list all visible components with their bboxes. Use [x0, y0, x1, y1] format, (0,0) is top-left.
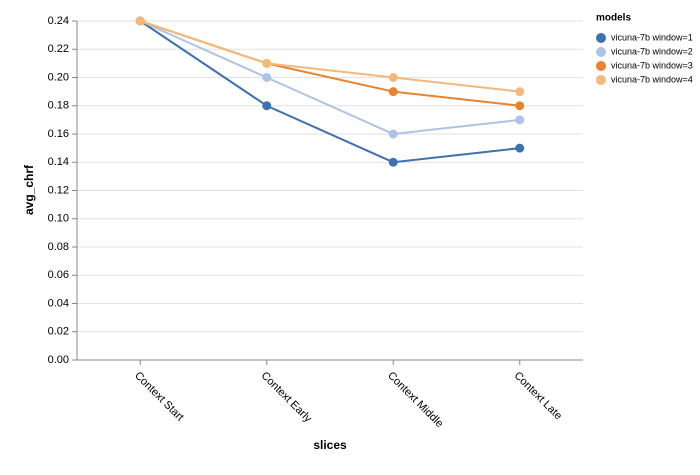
legend-label: vicuna-7b window=1 [611, 32, 693, 42]
y-tick-label: 0.22 [48, 43, 69, 55]
x-tick-label: Context Late [512, 370, 565, 423]
point [388, 157, 398, 167]
y-tick-label: 0.00 [48, 354, 69, 366]
point [515, 87, 525, 97]
legend-label: vicuna-7b window=2 [611, 46, 693, 56]
y-tick-label: 0.08 [48, 241, 69, 253]
series-line [139, 20, 520, 164]
x-axis-title: slices [313, 438, 347, 452]
x-tick-label: Context Start [132, 370, 186, 424]
legend-swatch [596, 33, 606, 43]
point [388, 129, 398, 139]
point [262, 73, 272, 82]
y-tick-label: 0.10 [48, 213, 69, 225]
y-tick-label: 0.24 [48, 15, 69, 27]
point [515, 143, 525, 153]
legend-swatch [596, 75, 606, 85]
point [262, 101, 272, 111]
series-line [139, 20, 520, 93]
legend-swatch [596, 47, 606, 57]
point [262, 58, 272, 68]
x-tick-label: Context Early [259, 370, 315, 426]
series-line [139, 20, 520, 136]
x-tick-label: Context Middle [385, 370, 445, 430]
point [135, 16, 145, 26]
point [388, 73, 398, 82]
y-tick-label: 0.02 [48, 326, 69, 338]
y-tick-label: 0.04 [48, 297, 69, 309]
y-tick-label: 0.18 [48, 100, 69, 112]
y-tick-label: 0.16 [48, 128, 69, 140]
legend-title: models [596, 13, 631, 24]
series-line [139, 20, 520, 107]
point [515, 101, 525, 111]
point [388, 87, 398, 97]
y-tick-label: 0.06 [48, 269, 69, 281]
legend-label: vicuna-7b window=3 [611, 60, 693, 70]
legend-swatch [596, 61, 606, 71]
legend-label: vicuna-7b window=4 [611, 74, 693, 84]
y-axis-title: avg_chrf [22, 164, 36, 215]
point [515, 115, 525, 125]
y-tick-label: 0.12 [48, 184, 69, 196]
y-tick-label: 0.14 [48, 156, 69, 168]
y-tick-label: 0.20 [48, 71, 69, 83]
